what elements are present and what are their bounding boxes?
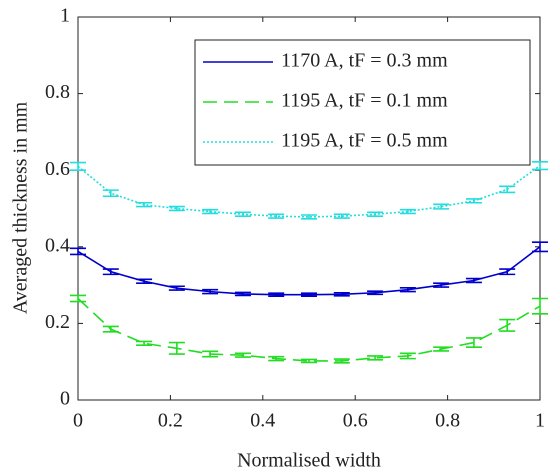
y-tick-label: 0 <box>60 388 70 410</box>
error-bar <box>234 291 251 297</box>
error-bar <box>136 278 153 284</box>
y-tick-label: 0.4 <box>45 234 70 256</box>
error-bar <box>102 189 119 198</box>
error-bar <box>433 203 450 210</box>
error-bar <box>136 340 153 347</box>
error-bar <box>465 277 482 284</box>
error-bar <box>70 161 86 171</box>
x-tick-label: 0 <box>73 410 83 432</box>
error-bar <box>102 268 119 276</box>
y-tick-label: 0.8 <box>45 81 70 103</box>
error-bar <box>234 211 251 217</box>
x-tick-label: 0.6 <box>343 410 368 432</box>
y-axis-label: Averaged thickness in mm <box>10 101 32 314</box>
legend-label: 1170 A, tF = 0.3 mm <box>281 50 448 72</box>
error-bar <box>367 290 384 296</box>
error-bar <box>399 286 416 293</box>
x-tick-label: 1 <box>535 410 545 432</box>
error-bar <box>465 337 482 348</box>
error-bar <box>532 160 548 171</box>
x-tick-label: 0.8 <box>435 410 460 432</box>
error-bar <box>268 355 285 362</box>
error-bar <box>433 346 450 352</box>
error-bar <box>499 318 516 332</box>
series-line <box>77 297 541 362</box>
error-bar <box>301 292 317 298</box>
error-bar <box>301 358 317 364</box>
error-bar <box>333 213 350 219</box>
y-tick-label: 0.2 <box>45 311 70 333</box>
error-bar <box>465 198 482 204</box>
series-line <box>77 164 541 218</box>
x-tick-label: 0.2 <box>158 410 183 432</box>
error-bar <box>102 325 119 333</box>
error-bar <box>499 185 516 194</box>
x-axis-label: Normalised width <box>237 450 381 472</box>
error-bar <box>202 208 219 215</box>
plot-frame <box>77 16 541 401</box>
y-tick-label: 1 <box>60 5 70 27</box>
error-bar <box>202 350 219 358</box>
legend-label: 1195 A, tF = 0.1 mm <box>281 90 448 112</box>
error-bar <box>168 285 185 291</box>
error-bar <box>399 208 416 215</box>
error-bar <box>333 291 350 297</box>
error-bar <box>532 241 548 253</box>
error-bar <box>532 297 548 315</box>
error-bar <box>268 292 285 298</box>
legend-label: 1195 A, tF = 0.5 mm <box>281 130 448 152</box>
error-bar <box>399 352 416 360</box>
error-bar <box>168 341 185 355</box>
error-bar <box>301 214 317 220</box>
error-bar <box>268 213 285 219</box>
error-bar <box>499 268 516 276</box>
error-bar <box>367 211 384 217</box>
error-bar <box>367 355 384 361</box>
error-bar <box>333 358 350 364</box>
series-line <box>77 246 541 296</box>
x-tick-label: 0.4 <box>250 410 275 432</box>
error-bar <box>70 294 86 303</box>
error-bar <box>433 282 450 288</box>
error-bar <box>202 288 219 295</box>
error-bar <box>70 247 86 256</box>
y-tick-label: 0.6 <box>45 158 70 180</box>
error-bar <box>168 205 185 212</box>
error-bar <box>234 352 251 358</box>
error-bar <box>136 201 153 208</box>
